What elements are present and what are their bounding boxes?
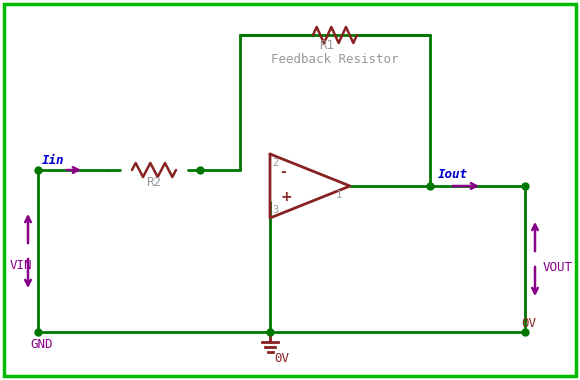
- Text: GND: GND: [30, 338, 53, 351]
- Text: +: +: [280, 190, 292, 204]
- Text: VOUT: VOUT: [543, 261, 573, 274]
- Text: 1: 1: [336, 190, 342, 200]
- Text: Iout: Iout: [438, 168, 468, 181]
- Text: -: -: [280, 165, 286, 179]
- Text: 0V: 0V: [274, 352, 289, 365]
- Text: Feedback Resistor: Feedback Resistor: [271, 53, 399, 66]
- Text: 2: 2: [272, 158, 278, 168]
- Text: R1: R1: [320, 39, 335, 52]
- Text: 3: 3: [272, 205, 278, 215]
- Text: VIN: VIN: [10, 259, 32, 272]
- Text: Iin: Iin: [42, 154, 64, 167]
- Text: 0V: 0V: [521, 317, 536, 330]
- Text: R2: R2: [146, 176, 161, 189]
